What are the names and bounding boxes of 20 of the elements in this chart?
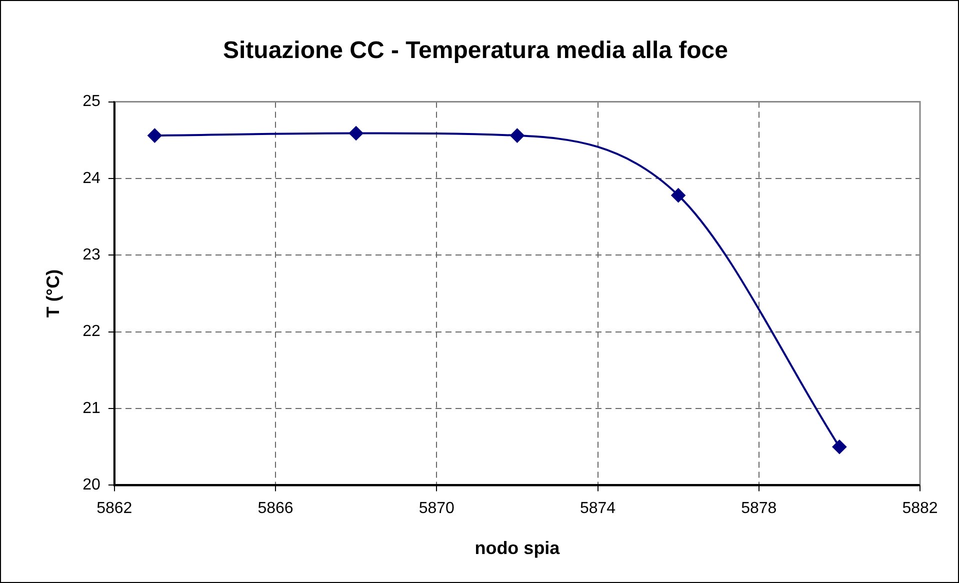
y-tick-label: 25 [82,93,100,110]
chart-title: Situazione CC - Temperatura media alla foce [222,37,728,64]
point [671,188,686,202]
y-tick-label: 20 [82,476,100,494]
x-tick-label: 5882 [902,500,938,518]
point [832,440,846,454]
point [148,128,162,143]
x-axis-title: nodo spia [474,538,561,558]
point [349,126,364,140]
y-axis-title: T (°C) [42,269,63,318]
y-tick-label: 23 [82,246,100,264]
x-tick-label: 5870 [418,500,455,518]
point [510,128,524,143]
y-tick-label: 22 [82,323,100,340]
x-tick-label: 5866 [258,500,294,518]
x-tick-label: 5878 [741,500,777,518]
y-tick-label: 21 [82,400,100,417]
x-tick-label: 5862 [96,500,132,518]
y-tick-label: 24 [82,170,100,187]
x-tick-label: 5874 [580,500,616,518]
